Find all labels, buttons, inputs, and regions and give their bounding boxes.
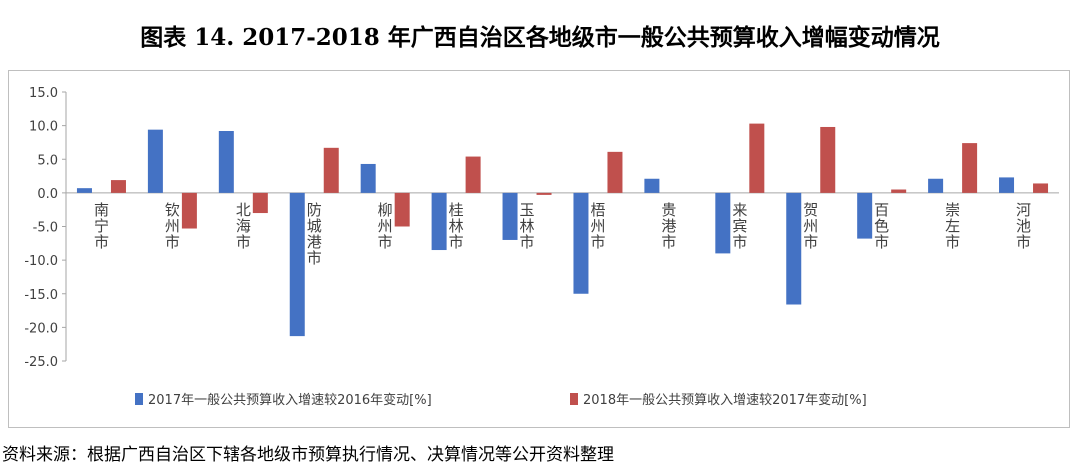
category-label: 柳州市 xyxy=(378,201,393,251)
y-tick-label: 5.0 xyxy=(37,153,58,168)
bar-series-1 xyxy=(644,178,660,193)
bar-series-1 xyxy=(715,192,731,254)
category-label: 百色市 xyxy=(874,201,889,251)
bar-series-2 xyxy=(181,192,197,229)
y-tick-label: -20.0 xyxy=(24,321,58,336)
y-tick-label: 10.0 xyxy=(29,120,58,135)
category-label: 防城港市 xyxy=(307,201,322,267)
category-label: 贺州市 xyxy=(803,201,818,251)
category-label: 来宾市 xyxy=(732,201,747,251)
category-label: 钦州市 xyxy=(165,201,180,251)
category-label: 崇左市 xyxy=(945,201,960,251)
bar-series-1 xyxy=(928,178,944,193)
legend-label-2: 2018年一般公共预算收入增速较2017年变动[%] xyxy=(583,392,867,408)
y-tick-label: -25.0 xyxy=(24,355,58,370)
bar-series-1 xyxy=(289,192,305,337)
bar-series-1 xyxy=(573,192,589,294)
bar-series-1 xyxy=(360,163,376,193)
bars xyxy=(76,123,1049,337)
bar-chart: 15.0 10.0 5.0 0.0 -5.0 -10.0 -15.0 -20.0 -25.0 南… xyxy=(24,86,1059,408)
bar-series-2 xyxy=(394,192,410,227)
category-label: 梧州市 xyxy=(590,201,605,251)
y-axis: 15.0 10.0 5.0 0.0 -5.0 -10.0 -15.0 -20.0 -25.0 xyxy=(24,86,1059,370)
bar-series-2 xyxy=(607,151,623,193)
category-label: 贵港市 xyxy=(661,201,676,251)
bar-series-2 xyxy=(1033,183,1049,193)
y-tick-label: -5.0 xyxy=(33,221,58,236)
bar-series-2 xyxy=(110,180,126,193)
y-tick-label: -15.0 xyxy=(24,288,58,303)
chart-frame: 15.0 10.0 5.0 0.0 -5.0 -10.0 -15.0 -20.0 -25.0 南… xyxy=(8,70,1070,428)
y-tick-label: -10.0 xyxy=(24,254,58,269)
bar-series-2 xyxy=(252,192,268,214)
category-label: 南宁市 xyxy=(94,201,109,251)
y-tick-label: 15.0 xyxy=(29,86,58,101)
chart-title: 图表 14. 2017-2018 年广西自治区各地级市一般公共预算收入增幅变动情… xyxy=(140,24,940,51)
bar-series-2 xyxy=(749,123,765,193)
bar-series-2 xyxy=(891,189,907,193)
bar-series-1 xyxy=(999,177,1015,193)
category-label: 玉林市 xyxy=(520,201,535,251)
bar-series-2 xyxy=(465,156,481,193)
bar-series-1 xyxy=(76,188,92,193)
bar-series-1 xyxy=(218,131,234,193)
source-note: 资料来源：根据广西自治区下辖各地级市预算执行情况、决算情况等公开资料整理 xyxy=(2,445,614,465)
bar-series-2 xyxy=(820,126,836,193)
y-tick-label: 0.0 xyxy=(37,187,58,202)
bar-series-1 xyxy=(502,192,518,240)
bar-series-2 xyxy=(323,147,339,193)
legend-swatch-1 xyxy=(135,393,143,405)
bar-series-2 xyxy=(962,143,978,193)
category-label: 北海市 xyxy=(236,201,251,251)
legend-label-1: 2017年一般公共预算收入增速较2016年变动[%] xyxy=(148,392,432,408)
legend-swatch-2 xyxy=(570,393,578,405)
category-label: 桂林市 xyxy=(449,201,464,251)
category-label: 河池市 xyxy=(1016,201,1031,251)
legend: 2017年一般公共预算收入增速较2016年变动[%] 2018年一般公共预算收入增… xyxy=(135,392,867,408)
bar-series-1 xyxy=(786,192,802,305)
category-labels: 南宁市 钦州市 北海市 防城港市 柳州市 桂林市 玉林市 梧州市 贵港市 来宾市 贺州市 百色市 崇左市… xyxy=(94,201,1031,267)
bar-series-1 xyxy=(147,129,163,193)
bar-series-1 xyxy=(431,192,447,251)
bar-series-1 xyxy=(857,192,873,239)
bar-series-2 xyxy=(536,192,552,195)
